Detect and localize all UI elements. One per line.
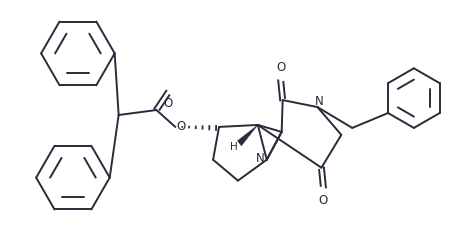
Text: O: O: [164, 97, 173, 110]
Text: H: H: [230, 142, 238, 152]
Text: O: O: [276, 61, 285, 74]
Text: N: N: [255, 152, 264, 165]
Polygon shape: [238, 125, 258, 146]
Text: N: N: [315, 94, 324, 108]
Text: O: O: [319, 194, 328, 207]
Text: O: O: [176, 120, 186, 134]
